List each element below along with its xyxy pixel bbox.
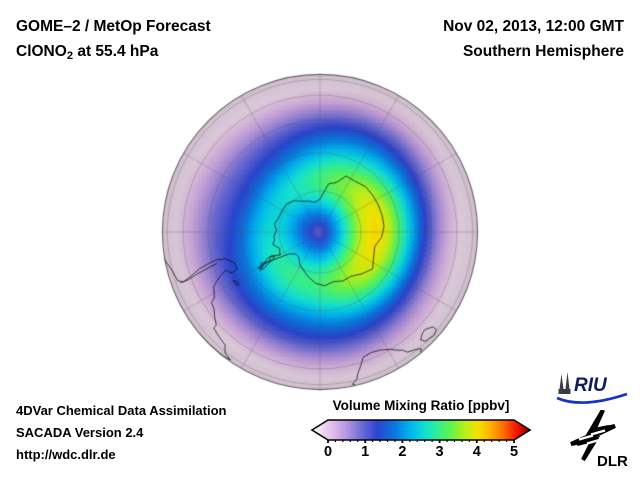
hemisphere-label: Southern Hemisphere bbox=[462, 43, 624, 60]
species-title: ClONO2 at 55.4 hPa bbox=[16, 39, 211, 66]
colorbar-tick-label: 3 bbox=[435, 444, 444, 460]
species-name: ClONO bbox=[16, 43, 67, 60]
header-right-block: Nov 02, 2013, 12:00 GMT Southern Hemisph… bbox=[443, 14, 624, 64]
colorbar-tick-label: 1 bbox=[361, 444, 370, 460]
riu-logo: RIU bbox=[556, 372, 628, 404]
dlr-mark-icon bbox=[570, 410, 616, 462]
species-level: at 55.4 hPa bbox=[73, 43, 159, 60]
dlr-wordmark: DLR bbox=[597, 453, 628, 468]
colorbar-tick-label: 0 bbox=[323, 444, 333, 460]
orthographic-globe bbox=[160, 72, 480, 392]
dlr-logo: DLR bbox=[570, 410, 628, 468]
colorbar-title: Volume Mixing Ratio [ppbv] bbox=[332, 398, 510, 413]
riu-swoosh-icon bbox=[556, 392, 628, 404]
timestamp-label: Nov 02, 2013, 12:00 GMT bbox=[443, 18, 624, 35]
colorbar-scale bbox=[310, 419, 532, 443]
header-left-block: GOME–2 / MetOp Forecast ClONO2 at 55.4 h… bbox=[16, 14, 211, 66]
footer-credits: 4DVar Chemical Data Assimilation SACADA … bbox=[16, 400, 227, 466]
colorbar-tick-labels: 0 1 2 3 4 5 bbox=[306, 444, 536, 464]
colorbar-block: Volume Mixing Ratio [ppbv] 0 1 2 3 4 5 bbox=[306, 398, 536, 464]
species-subscript: 2 bbox=[66, 50, 74, 63]
riu-wordmark: RIU bbox=[574, 375, 608, 396]
cathedral-spires-icon bbox=[558, 372, 571, 394]
colorbar-tick-label: 5 bbox=[509, 444, 519, 460]
globe-canvas bbox=[160, 72, 480, 392]
footer-line-method: 4DVar Chemical Data Assimilation bbox=[16, 403, 227, 418]
instrument-title: GOME–2 / MetOp Forecast bbox=[16, 18, 211, 35]
footer-line-url: http://wdc.dlr.de bbox=[16, 447, 116, 462]
footer-line-version: SACADA Version 2.4 bbox=[16, 425, 144, 440]
colorbar-gradient bbox=[312, 420, 530, 440]
colorbar-tick-label: 2 bbox=[398, 444, 407, 460]
colorbar-ticks bbox=[327, 440, 515, 443]
colorbar-tick-label: 4 bbox=[472, 444, 481, 460]
